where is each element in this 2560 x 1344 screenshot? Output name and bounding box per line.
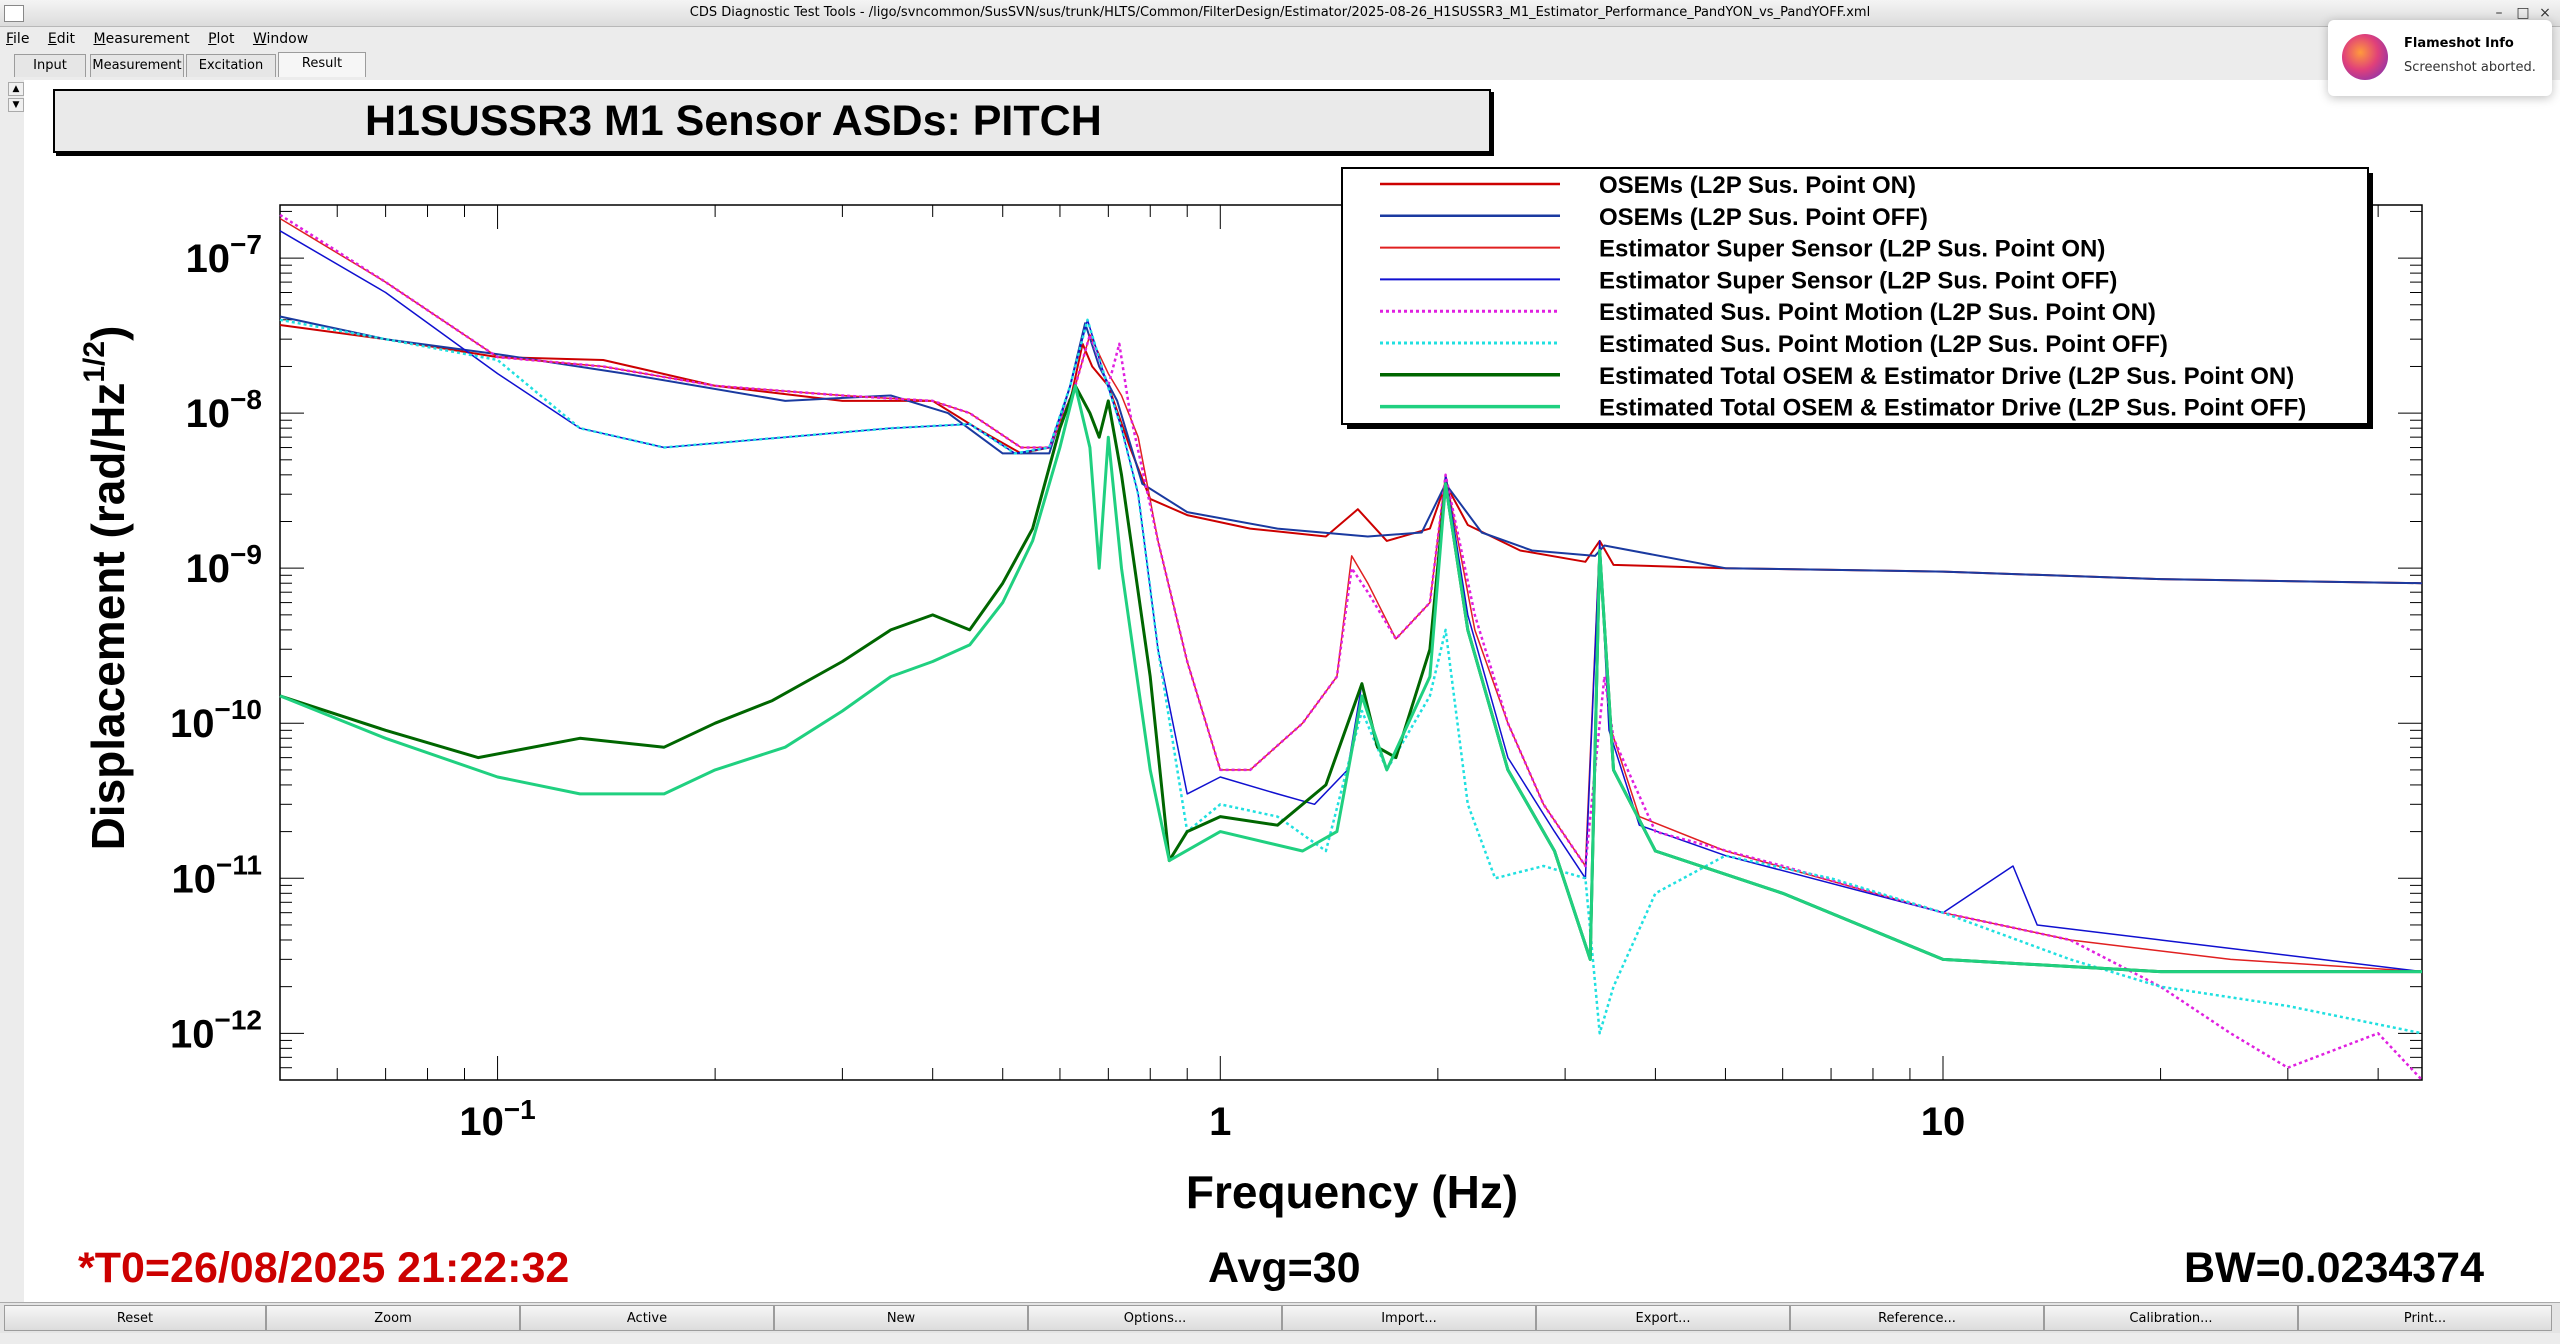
x-axis-label: Frequency (Hz) [1186, 1166, 1518, 1218]
app-icon [4, 5, 24, 22]
maximize-icon[interactable]: □ [2516, 5, 2530, 21]
print-button[interactable]: Print... [2298, 1305, 2552, 1331]
window-titlebar: CDS Diagnostic Test Tools - /ligo/svncom… [0, 0, 2560, 27]
active-button[interactable]: Active [520, 1305, 774, 1331]
x-tick-label: 10 [1921, 1100, 1966, 1144]
menu-window[interactable]: Window [252, 31, 309, 47]
options-button[interactable]: Options... [1028, 1305, 1282, 1331]
y-tick-label: 10−8 [186, 384, 262, 436]
legend [1341, 167, 2369, 425]
series-line-2 [279, 315, 2423, 585]
tab-input[interactable]: Input [14, 54, 86, 77]
notification-title: Flameshot Info [2404, 36, 2514, 51]
legend-label-8: Estimated Total OSEM & Estimator Drive (… [1599, 395, 2306, 422]
bottom-button-bar: Reset Zoom Active New Options... Import.… [0, 1302, 2560, 1333]
close-icon[interactable]: × [2539, 5, 2551, 21]
tab-result[interactable]: Result [278, 52, 366, 77]
legend-label-3: Estimator Super Sensor (L2P Sus. Point O… [1599, 236, 2105, 263]
new-button[interactable]: New [774, 1305, 1028, 1331]
tab-excitation[interactable]: Excitation [186, 54, 276, 77]
y-tick-label: 10−10 [170, 694, 262, 746]
legend-label-2: OSEMs (L2P Sus. Point OFF) [1599, 204, 1928, 231]
y-axis-label: Displacement (rad/Hz1/2) [78, 326, 134, 851]
legend-label-5: Estimated Sus. Point Motion (L2P Sus. Po… [1599, 299, 2156, 326]
zoom-button[interactable]: Zoom [266, 1305, 520, 1331]
series-line-1 [279, 324, 2423, 585]
menu-edit[interactable]: Edit [47, 31, 76, 47]
reference-button[interactable]: Reference... [1790, 1305, 2044, 1331]
avg-label: Avg=30 [1208, 1244, 1361, 1292]
export-button[interactable]: Export... [1536, 1305, 1790, 1331]
x-tick-label: 10−1 [459, 1094, 535, 1144]
y-tick-label: 10−11 [172, 849, 262, 901]
legend-label-4: Estimator Super Sensor (L2P Sus. Point O… [1599, 267, 2117, 294]
menu-measurement[interactable]: Measurement [93, 31, 190, 47]
scroll-up-icon[interactable]: ▲ [8, 82, 24, 96]
x-tick-label: 1 [1209, 1100, 1231, 1144]
series-line-6 [279, 318, 2423, 1035]
y-tick-label: 10−9 [186, 539, 262, 591]
reset-button[interactable]: Reset [4, 1305, 266, 1331]
tab-measurement[interactable]: Measurement [90, 54, 184, 77]
plot-title: H1SUSSR3 M1 Sensor ASDs: PITCH [365, 97, 1102, 145]
legend-label-1: OSEMs (L2P Sus. Point ON) [1599, 172, 1916, 199]
plot-title-box: H1SUSSR3 M1 Sensor ASDs: PITCH [53, 89, 1491, 153]
menu-file[interactable]: File [6, 31, 30, 47]
menu-plot[interactable]: Plot [208, 31, 235, 47]
series-line-8 [279, 384, 2422, 974]
tab-bar: Input Measurement Excitation Result [0, 52, 2560, 78]
flameshot-icon [2342, 34, 2388, 80]
y-tick-label: 10−7 [186, 229, 262, 281]
notification-message: Screenshot aborted. [2404, 60, 2536, 75]
legend-label-7: Estimated Total OSEM & Estimator Drive (… [1599, 363, 2294, 390]
import-button[interactable]: Import... [1282, 1305, 1536, 1331]
bw-label: BW=0.0234374 [2184, 1244, 2485, 1292]
window-title: CDS Diagnostic Test Tools - /ligo/svncom… [689, 5, 1871, 20]
y-tick-label: 10−12 [170, 1004, 262, 1056]
menu-bar: File Edit Measurement Plot Window [0, 26, 2560, 52]
scroll-down-icon[interactable]: ▼ [8, 98, 24, 112]
calibration-button[interactable]: Calibration... [2044, 1305, 2298, 1331]
notification-popup[interactable]: Flameshot Info Screenshot aborted. [2328, 20, 2552, 96]
minimize-icon[interactable]: – [2495, 5, 2503, 21]
series-line-5 [279, 213, 2423, 1081]
legend-label-6: Estimated Sus. Point Motion (L2P Sus. Po… [1599, 331, 2168, 358]
t0-label: *T0=26/08/2025 21:22:32 [78, 1244, 570, 1292]
